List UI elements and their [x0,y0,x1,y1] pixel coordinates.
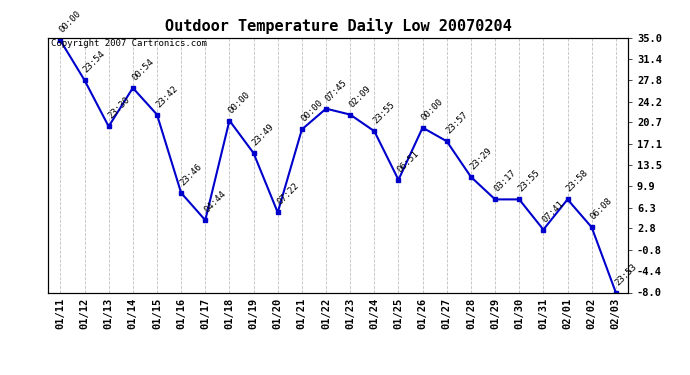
Text: 07:22: 07:22 [275,182,300,207]
Text: 00:00: 00:00 [420,97,445,122]
Text: 00:00: 00:00 [226,90,252,115]
Text: 23:54: 23:54 [81,49,107,75]
Text: 23:30: 23:30 [106,96,131,121]
Text: Copyright 2007 Cartronics.com: Copyright 2007 Cartronics.com [51,39,207,48]
Text: 23:49: 23:49 [250,122,276,148]
Title: Outdoor Temperature Daily Low 20070204: Outdoor Temperature Daily Low 20070204 [165,18,511,33]
Text: 00:00: 00:00 [57,9,83,35]
Text: 07:45: 07:45 [323,78,348,103]
Text: 06:08: 06:08 [589,196,614,222]
Text: 23:55: 23:55 [371,100,397,126]
Text: 23:58: 23:58 [564,168,590,194]
Text: 23:46: 23:46 [178,162,204,188]
Text: 03:17: 03:17 [492,168,518,194]
Text: 02:09: 02:09 [347,84,373,109]
Text: 04:44: 04:44 [202,189,228,214]
Text: 23:29: 23:29 [468,146,493,171]
Text: 23:57: 23:57 [444,110,469,136]
Text: 06:51: 06:51 [395,149,421,174]
Text: 00:54: 00:54 [130,57,155,82]
Text: 23:42: 23:42 [154,84,179,109]
Text: 07:41: 07:41 [540,199,566,224]
Text: 23:55: 23:55 [516,168,542,194]
Text: 23:53: 23:53 [613,262,638,287]
Text: 00:00: 00:00 [299,99,324,124]
